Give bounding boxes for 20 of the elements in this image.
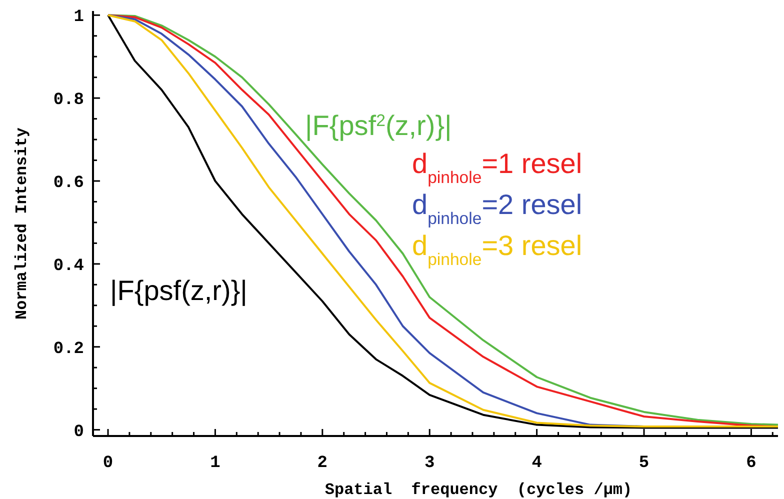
x-tick-label: 5 — [638, 454, 650, 473]
x-tick-label: 3 — [424, 454, 435, 473]
series-label: |F{psf(z,r)}| — [110, 275, 248, 306]
series-label: |F{psf$^{2}$(z,r)}| — [305, 110, 452, 141]
text: d$_{pinhole}$=3 resel — [412, 230, 582, 268]
y-tick-label: 0 — [74, 422, 84, 442]
x-tick-label: 0 — [102, 454, 114, 473]
y-tick-label: 0.4 — [53, 256, 84, 276]
y-axis-title: Normalized Intensity — [13, 127, 31, 320]
y-tick-label: 0.8 — [53, 91, 84, 110]
text: d$_{pinhole}$=2 resel — [412, 189, 582, 228]
text: d$_{pinhole}$=1 resel — [412, 148, 582, 186]
y-tick-label: 0.6 — [53, 174, 84, 193]
x-axis-title: Spatial frequency (cycles /μm) — [324, 481, 632, 499]
y-tick-label: 1 — [74, 8, 84, 28]
x-tick-label: 2 — [317, 454, 328, 473]
x-tick-label: 6 — [746, 454, 756, 473]
x-tick-label: 1 — [210, 454, 220, 473]
y-tick-label: 0.2 — [53, 340, 84, 359]
x-tick-label: 4 — [532, 454, 542, 473]
